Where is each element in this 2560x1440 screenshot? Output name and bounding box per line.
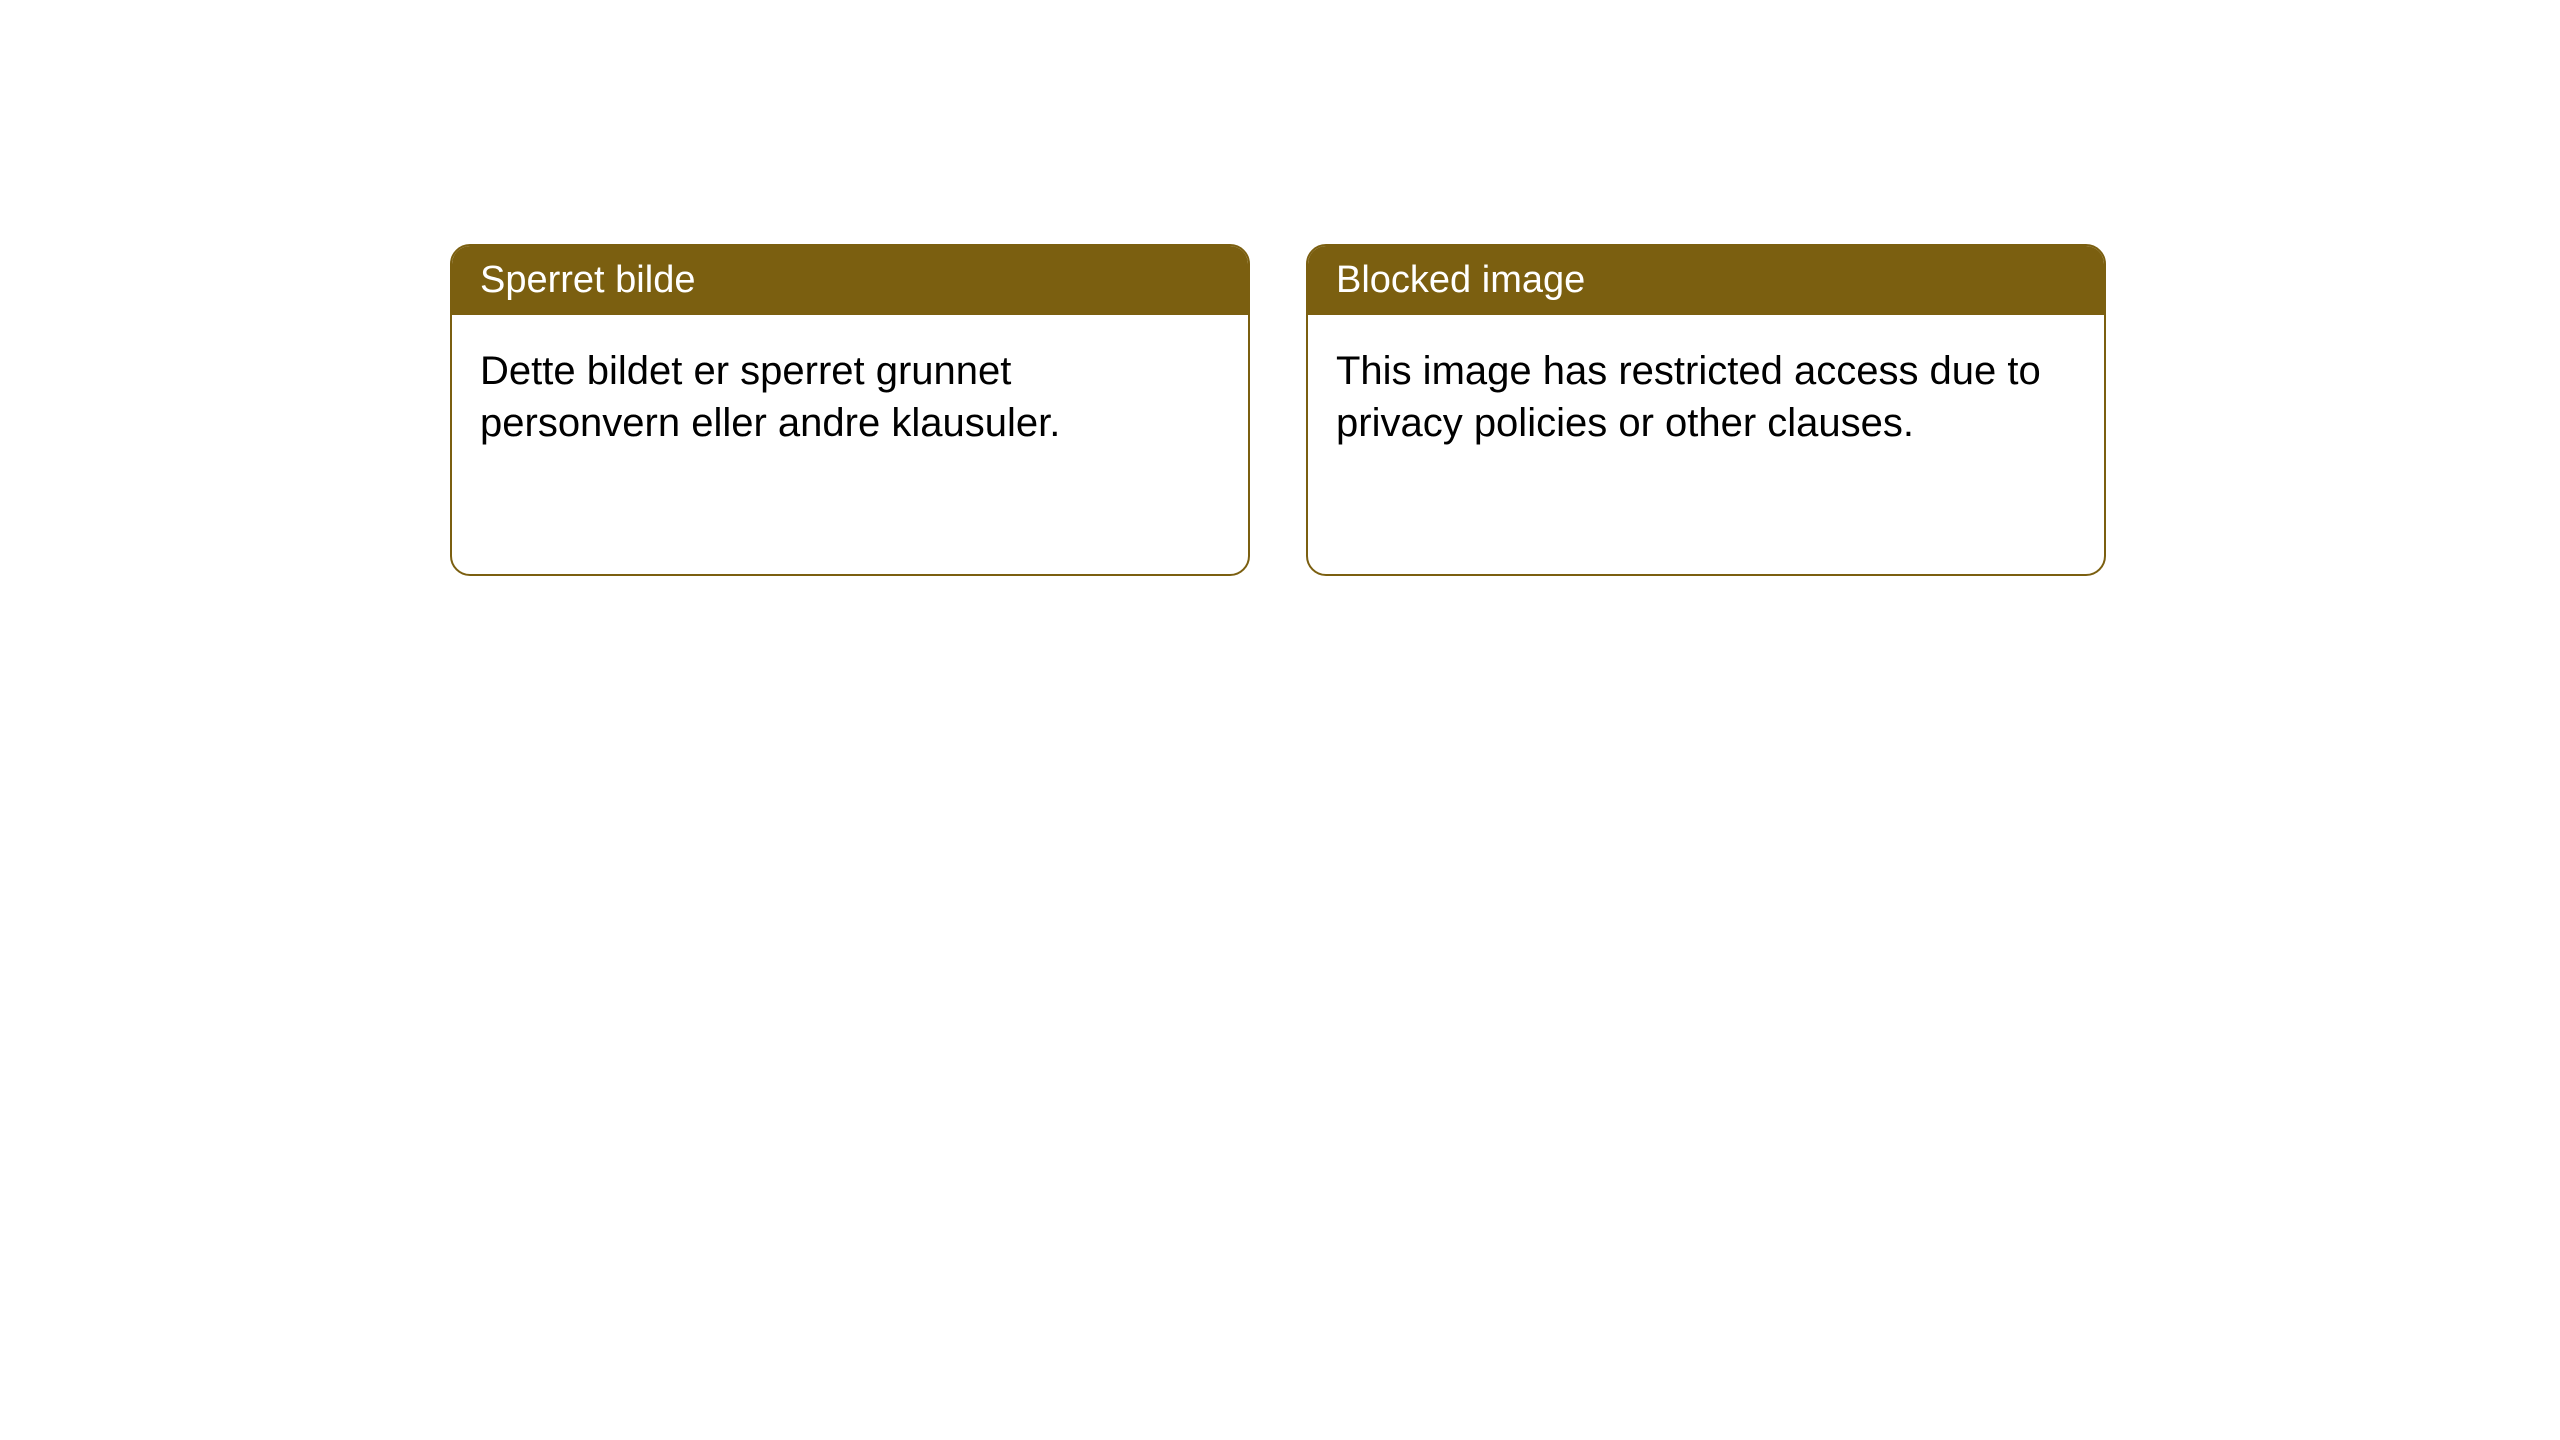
notice-header: Sperret bilde	[452, 246, 1248, 315]
notice-box-english: Blocked image This image has restricted …	[1306, 244, 2106, 576]
notice-body: Dette bildet er sperret grunnet personve…	[452, 315, 1248, 479]
notice-body: This image has restricted access due to …	[1308, 315, 2104, 479]
notice-box-norwegian: Sperret bilde Dette bildet er sperret gr…	[450, 244, 1250, 576]
notices-container: Sperret bilde Dette bildet er sperret gr…	[0, 0, 2560, 576]
notice-header: Blocked image	[1308, 246, 2104, 315]
